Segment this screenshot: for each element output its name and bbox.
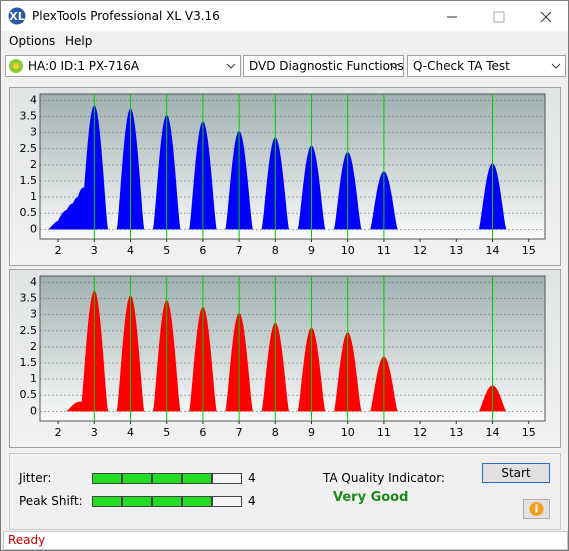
x-tick-label: 9 (308, 244, 315, 257)
x-tick-label: 6 (199, 426, 206, 439)
x-tick-label: 5 (163, 244, 170, 257)
status-text: Ready (8, 533, 46, 547)
y-tick-label: 2.5 (20, 142, 38, 155)
y-tick-label: 3 (30, 308, 37, 321)
meter-segment (92, 496, 122, 507)
peak-shift-label: Peak Shift: (19, 494, 83, 508)
x-tick-label: 5 (163, 426, 170, 439)
test-label: Q-Check TA Test (413, 59, 510, 73)
y-tick-label: 4 (30, 275, 37, 288)
jitter-label: Jitter: (19, 471, 52, 485)
x-tick-label: 14 (486, 244, 500, 257)
x-tick-label: 7 (236, 244, 243, 257)
meter-segment (152, 473, 182, 484)
y-tick-label: 1.5 (20, 174, 38, 187)
x-tick-label: 4 (127, 244, 134, 257)
x-tick-label: 9 (308, 426, 315, 439)
plot-area (39, 93, 546, 240)
x-tick-label: 2 (55, 426, 62, 439)
y-tick-label: 3.5 (20, 292, 38, 305)
quality-label: TA Quality Indicator: (323, 471, 445, 485)
status-bar: Ready (3, 531, 568, 550)
meter-segment (212, 473, 242, 484)
start-button[interactable]: Start (482, 463, 550, 483)
drive-icon (9, 59, 23, 73)
function-label: DVD Diagnostic Functions (249, 59, 404, 73)
window-controls[interactable] (441, 9, 561, 25)
y-tick-label: 0.5 (20, 206, 38, 219)
meter-segment (122, 473, 152, 484)
drive-combo[interactable]: HA:0 ID:1 PX-716A (5, 55, 241, 77)
chevron (389, 63, 399, 69)
info-button[interactable]: i (523, 499, 550, 519)
x-tick-label: 8 (272, 244, 279, 257)
x-tick-label: 14 (486, 426, 500, 439)
meter-segment (182, 496, 212, 507)
chevron (551, 63, 561, 69)
x-tick-label: 11 (377, 244, 391, 257)
x-tick-label: 3 (91, 426, 98, 439)
title-bar: XL PlexTools Professional XL V3.16 (1, 1, 568, 31)
x-tick-label: 4 (127, 426, 134, 439)
peak-shift-value: 4 (248, 494, 256, 508)
chart-panel: 0 0.5 1 1.5 2 2.5 3 3.5 4 2 3 4 5 6 7 8 9 10 11 12 13 14 15 (9, 87, 561, 266)
x-tick-label: 6 (199, 244, 206, 257)
x-tick-label: 8 (272, 426, 279, 439)
x-tick-label: 13 (449, 244, 463, 257)
chart: 0 0.5 1 1.5 2 2.5 3 3.5 4 2 3 4 5 6 7 8 9 10 11 12 13 14 15 (10, 270, 560, 447)
chart: 0 0.5 1 1.5 2 2.5 3 3.5 4 2 3 4 5 6 7 8 9 10 11 12 13 14 15 (10, 88, 560, 265)
meter-segment (152, 496, 182, 507)
app-icon: XL (8, 7, 26, 25)
y-tick-label: 0.5 (20, 388, 38, 401)
y-tick-label: 0 (30, 404, 37, 417)
y-tick-label: 1.5 (20, 356, 38, 369)
jitter-value: 4 (248, 471, 256, 485)
x-tick-label: 13 (449, 426, 463, 439)
drive-label: HA:0 ID:1 PX-716A (28, 59, 140, 73)
x-tick-label: 2 (55, 244, 62, 257)
chevron (226, 63, 236, 69)
x-tick-label: 15 (522, 426, 536, 439)
svg-text:i: i (535, 503, 539, 516)
y-tick-label: 2 (30, 340, 37, 353)
y-tick-label: 2 (30, 158, 37, 171)
chart-panel: 0 0.5 1 1.5 2 2.5 3 3.5 4 2 3 4 5 6 7 8 9 10 11 12 13 14 15 (9, 269, 561, 448)
svg-text:XL: XL (9, 10, 25, 23)
y-tick-label: 0 (30, 222, 37, 235)
y-tick-label: 3.5 (20, 110, 38, 123)
results-panel: Jitter: 4 Peak Shift: 4 TA Quality Indic… (9, 453, 561, 530)
x-tick-label: 15 (522, 244, 536, 257)
meter-segment (92, 473, 122, 484)
window-title: PlexTools Professional XL V3.16 (32, 9, 220, 23)
meter-segment (212, 496, 242, 507)
x-tick-label: 12 (413, 426, 427, 439)
y-tick-label: 3 (30, 126, 37, 139)
y-tick-label: 2.5 (20, 324, 38, 337)
x-tick-label: 12 (413, 244, 427, 257)
menu-item[interactable]: Help (65, 34, 93, 48)
x-tick-label: 7 (236, 426, 243, 439)
y-tick-label: 1 (30, 190, 37, 203)
x-tick-label: 11 (377, 426, 391, 439)
x-tick-label: 3 (91, 244, 98, 257)
meter-segment (182, 473, 212, 484)
test-combo[interactable]: Q-Check TA Test (407, 55, 566, 77)
quality-value: Very Good (333, 490, 409, 505)
function-combo[interactable]: DVD Diagnostic Functions (243, 55, 404, 77)
y-tick-label: 1 (30, 372, 37, 385)
plot-area (39, 275, 546, 422)
x-tick-label: 10 (341, 426, 355, 439)
x-tick-label: 10 (341, 244, 355, 257)
meter-segment (122, 496, 152, 507)
y-tick-label: 4 (30, 93, 37, 106)
menu-item[interactable]: Options (9, 34, 56, 48)
